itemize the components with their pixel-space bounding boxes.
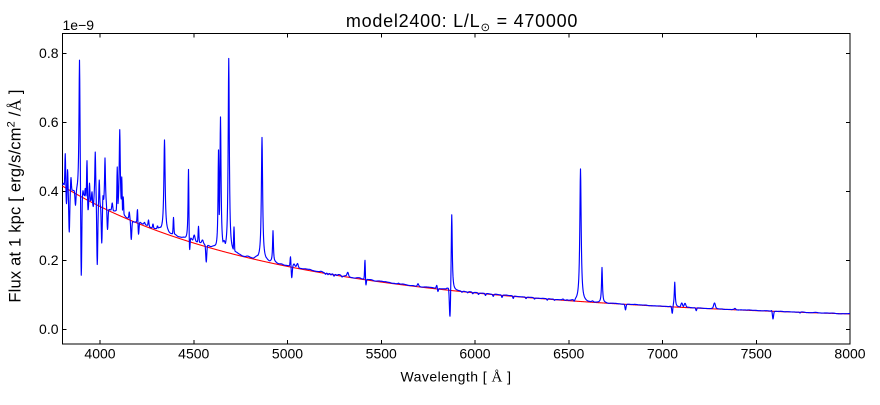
svg-text:0.8: 0.8 <box>39 45 59 61</box>
svg-text:Flux at 1 kpc [ erg/s/cm2 /Å ]: Flux at 1 kpc [ erg/s/cm2 /Å ] <box>6 89 25 302</box>
svg-text:7000: 7000 <box>647 346 678 362</box>
svg-text:6000: 6000 <box>459 346 490 362</box>
svg-text:4000: 4000 <box>84 346 115 362</box>
svg-text:6500: 6500 <box>553 346 584 362</box>
svg-text:Wavelength [ Å ]: Wavelength [ Å ] <box>401 369 512 386</box>
svg-text:model2400: L/L⊙ = 470000: model2400: L/L⊙ = 470000 <box>346 11 578 34</box>
svg-text:0.4: 0.4 <box>39 183 59 199</box>
svg-text:8000: 8000 <box>834 346 865 362</box>
svg-text:7500: 7500 <box>741 346 772 362</box>
svg-text:0.0: 0.0 <box>39 321 59 337</box>
svg-text:1e−9: 1e−9 <box>63 17 95 33</box>
svg-text:0.6: 0.6 <box>39 114 59 130</box>
svg-text:5000: 5000 <box>272 346 303 362</box>
svg-text:5500: 5500 <box>366 346 397 362</box>
svg-text:0.2: 0.2 <box>39 252 59 268</box>
svg-text:4500: 4500 <box>178 346 209 362</box>
